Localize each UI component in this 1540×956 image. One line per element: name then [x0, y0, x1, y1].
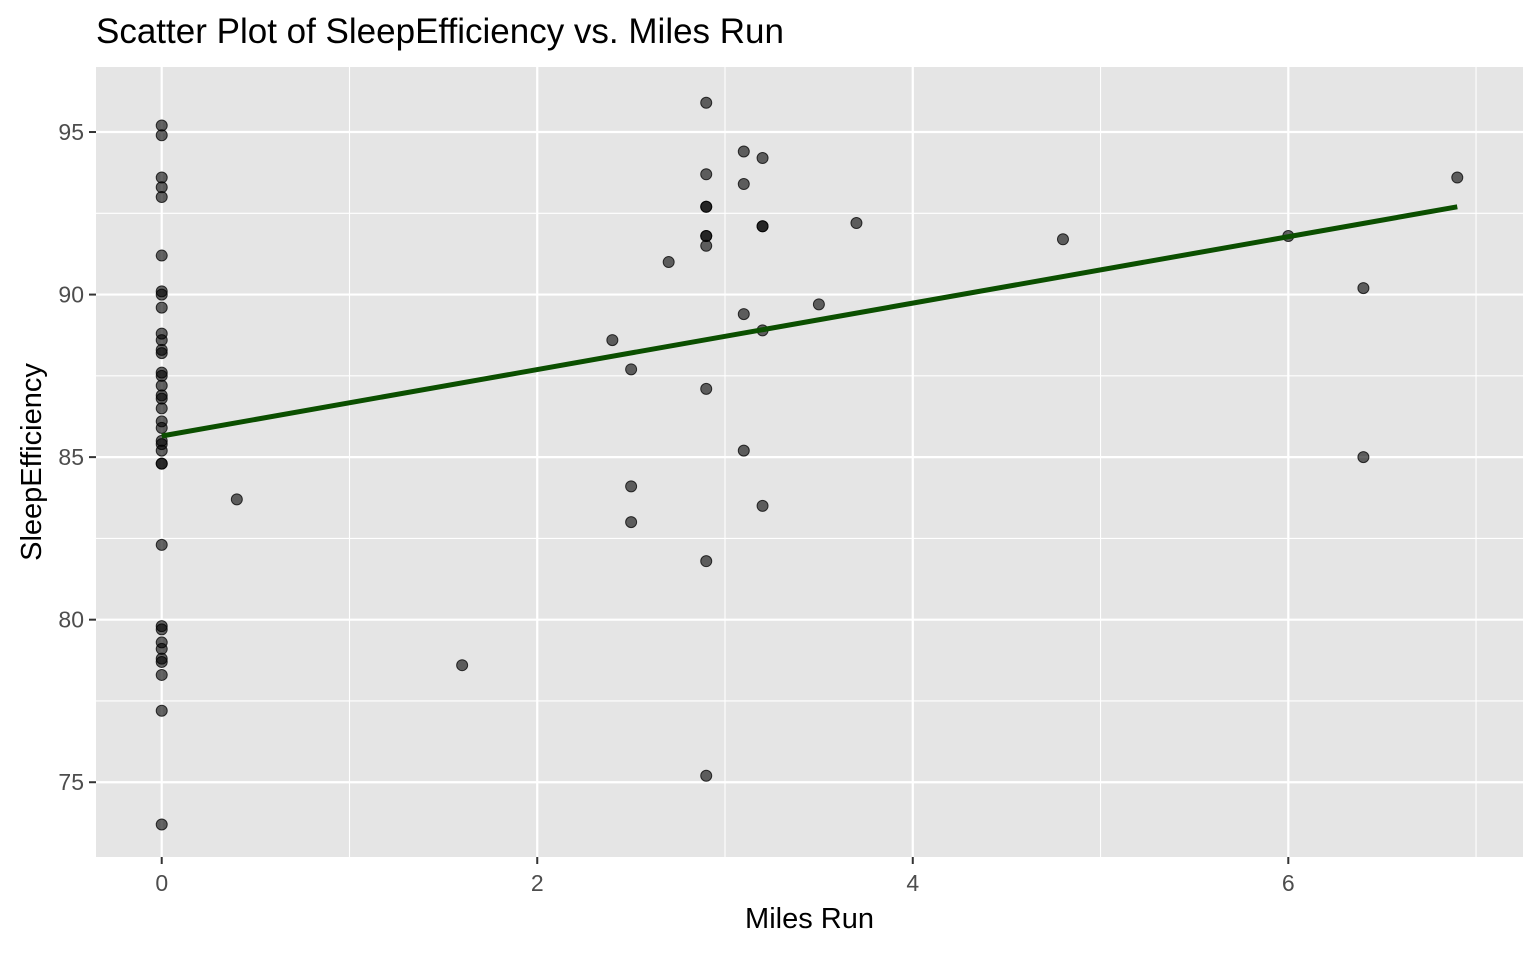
data-point: [737, 178, 750, 191]
data-point: [737, 308, 750, 321]
data-point: [700, 555, 713, 568]
data-point: [155, 623, 168, 636]
data-point: [1357, 451, 1370, 464]
x-tick-label: 6: [1282, 870, 1295, 896]
data-point: [1056, 233, 1069, 246]
y-tick-label: 90: [58, 282, 84, 308]
data-point: [155, 444, 168, 457]
chart-title: Scatter Plot of SleepEfficiency vs. Mile…: [96, 12, 784, 51]
data-point: [155, 655, 168, 668]
y-tick-label: 95: [58, 119, 84, 145]
y-tick-label: 85: [58, 444, 84, 470]
data-point: [456, 659, 469, 672]
data-point: [155, 538, 168, 551]
data-point: [756, 220, 769, 233]
y-axis-label: SleepEfficiency: [16, 363, 48, 561]
data-point: [155, 402, 168, 415]
data-point: [850, 217, 863, 230]
trend-line-layer: [161, 204, 1458, 439]
data-point: [155, 129, 168, 142]
data-point: [700, 96, 713, 109]
data-point: [155, 191, 168, 204]
y-axis: 75 80 85 90 95: [58, 119, 96, 795]
trend-line: [161, 204, 1458, 439]
x-axis: 0 2 4 6: [155, 857, 1295, 896]
data-point: [700, 200, 713, 213]
data-point: [155, 421, 168, 434]
data-point: [812, 298, 825, 311]
data-point: [625, 363, 638, 376]
data-point: [155, 288, 168, 301]
data-point: [625, 480, 638, 493]
data-point: [700, 239, 713, 252]
data-point: [756, 499, 769, 512]
x-tick-label: 4: [906, 870, 919, 896]
data-point: [155, 818, 168, 831]
plot-panel: [96, 67, 1523, 857]
data-point: [155, 347, 168, 360]
data-point: [625, 516, 638, 529]
data-point: [1357, 282, 1370, 295]
data-point: [662, 256, 675, 269]
minor-gridlines: [96, 67, 1523, 857]
y-tick-label: 80: [58, 607, 84, 633]
y-tick-label: 75: [58, 769, 84, 795]
data-points: [155, 96, 1464, 831]
data-point: [155, 249, 168, 262]
data-point: [155, 457, 168, 470]
data-point: [700, 382, 713, 395]
data-point: [700, 168, 713, 181]
x-axis-label: Miles Run: [745, 903, 874, 935]
data-point: [756, 152, 769, 165]
data-point: [606, 334, 619, 347]
major-gridlines: [96, 67, 1523, 857]
data-point: [155, 704, 168, 717]
data-point: [1451, 171, 1464, 184]
x-tick-label: 0: [155, 870, 168, 896]
x-tick-label: 2: [531, 870, 544, 896]
data-point: [155, 668, 168, 681]
data-point: [737, 444, 750, 457]
data-point: [737, 145, 750, 158]
data-point: [155, 301, 168, 314]
data-point: [700, 769, 713, 782]
data-point: [230, 493, 243, 506]
